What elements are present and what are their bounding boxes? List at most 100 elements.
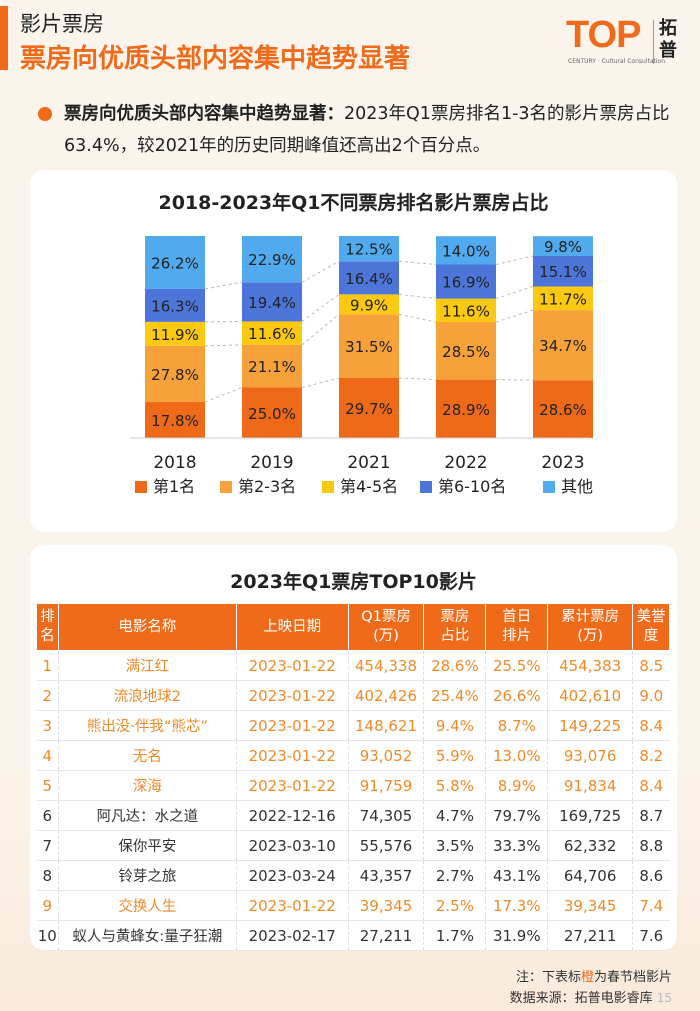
cell-share: 1.7% bbox=[423, 920, 486, 951]
connector-line bbox=[495, 286, 534, 300]
connector-line bbox=[301, 377, 340, 388]
connector-line bbox=[398, 377, 437, 381]
cell-date: 2023-01-22 bbox=[235, 890, 349, 921]
cell-date: 2022-12-16 bbox=[235, 800, 349, 831]
cell-name: 满江红 bbox=[57, 650, 237, 681]
cell-rank: 6 bbox=[36, 800, 59, 831]
cell-first-day: 79.7% bbox=[485, 800, 548, 831]
cell-q1: 454,338 bbox=[347, 650, 424, 681]
cell-name: 蚁人与黄蜂女:量子狂潮 bbox=[57, 920, 237, 951]
cell-share: 2.5% bbox=[423, 890, 486, 921]
cell-first-day: 13.0% bbox=[485, 740, 548, 771]
cell-date: 2023-01-22 bbox=[235, 680, 349, 711]
table-row: 1 满江红 2023-01-22 454,338 28.6% 25.5% 454,383 8.… bbox=[36, 650, 670, 681]
data-label-2021-2: 31.5% bbox=[345, 338, 393, 356]
bar-segment-2018-5 bbox=[145, 236, 205, 289]
header-text: (万) bbox=[577, 628, 604, 644]
bar-segment-2018-4 bbox=[145, 288, 205, 322]
connector-line bbox=[301, 293, 340, 322]
cell-rating: 8.7 bbox=[632, 800, 670, 831]
connector-line bbox=[301, 313, 340, 346]
bar-segment-2023-2 bbox=[533, 310, 593, 381]
key-finding-body: 2023年Q1票房排名1-3名的影片票房占比63.4%，较2021年的历史同期峰… bbox=[64, 104, 670, 156]
cell-total: 27,211 bbox=[547, 920, 633, 951]
table-row: 3 熊出没·伴我“熊芯” 2023-01-22 148,621 9.4% 8.7% 149,… bbox=[36, 710, 670, 741]
bar-segment-2022-4 bbox=[436, 264, 496, 299]
footnote-source: 数据来源：拓普电影睿库 15 bbox=[510, 988, 672, 1009]
x-tick-2021: 2021 bbox=[347, 453, 390, 473]
cell-first-day: 33.3% bbox=[485, 830, 548, 861]
bar-segment-2023-5 bbox=[533, 236, 593, 256]
cell-q1: 148,621 bbox=[347, 710, 424, 741]
cell-rating: 8.8 bbox=[632, 830, 670, 861]
cell-total: 93,076 bbox=[547, 740, 633, 771]
cell-total: 402,610 bbox=[547, 680, 633, 711]
bar-segment-2019-4 bbox=[242, 282, 302, 322]
cell-first-day: 8.9% bbox=[485, 770, 548, 801]
table-row: 7 保你平安 2023-03-10 55,576 3.5% 33.3% 62,332 8.8 bbox=[36, 830, 670, 861]
data-label-2018-1: 17.8% bbox=[151, 412, 199, 430]
data-label-2018-4: 16.3% bbox=[151, 297, 199, 315]
table-row: 9 交换人生 2023-01-22 39,345 2.5% 17.3% 39,345 7.4 bbox=[36, 890, 670, 921]
header-text: Q1票房 bbox=[361, 609, 411, 625]
logo-subtitle: CENTURY · Cultural Consultation bbox=[568, 58, 666, 65]
cell-date: 2023-01-22 bbox=[235, 740, 349, 771]
header-text: 排片 bbox=[502, 628, 532, 644]
header-text: 上映日期 bbox=[263, 618, 322, 635]
table-title: 2023年Q1票房TOP10影片 bbox=[230, 571, 477, 593]
page-number: 15 bbox=[656, 991, 672, 1005]
bar-segment-2018-2 bbox=[145, 345, 205, 403]
table-header-cell: 美誉度 bbox=[632, 603, 670, 651]
cell-q1: 55,576 bbox=[347, 830, 424, 861]
data-label-2022-3: 11.6% bbox=[442, 302, 490, 320]
table-header-cell: 累计票房 (万) bbox=[547, 603, 634, 651]
header-text: 票房 bbox=[440, 609, 470, 625]
legend-swatch-5 bbox=[543, 481, 555, 493]
cell-rank: 1 bbox=[36, 650, 59, 681]
table-body: 1 满江红 2023-01-22 454,338 28.6% 25.5% 454,383 8.… bbox=[36, 650, 670, 951]
cell-share: 2.7% bbox=[423, 860, 486, 891]
header-text: 名 bbox=[40, 628, 55, 644]
data-label-2021-3: 9.9% bbox=[350, 296, 388, 314]
connector-line bbox=[398, 293, 437, 300]
key-finding: 票房向优质头部内容集中趋势显著：2023年Q1票房排名1-3名的影片票房占比63… bbox=[34, 98, 674, 162]
connector-line bbox=[204, 344, 243, 347]
cell-rating: 8.2 bbox=[632, 740, 670, 771]
data-label-2018-5: 26.2% bbox=[151, 254, 199, 272]
cell-total: 62,332 bbox=[547, 830, 633, 861]
page-title: 票房向优质头部内容集中趋势显著 bbox=[20, 44, 411, 74]
cell-rank: 5 bbox=[36, 770, 59, 801]
data-label-2023-5: 9.8% bbox=[544, 238, 582, 256]
connector-line bbox=[495, 255, 534, 265]
cell-name: 保你平安 bbox=[57, 830, 237, 861]
cell-date: 2023-01-22 bbox=[235, 710, 349, 741]
table-header-cell: 票房 占比 bbox=[423, 603, 487, 651]
bar-segment-2022-1 bbox=[436, 379, 496, 438]
cell-share: 4.7% bbox=[423, 800, 486, 831]
legend-swatch-3 bbox=[322, 481, 334, 493]
bar-segment-2019-5 bbox=[242, 236, 302, 283]
header-text: 美誉 bbox=[636, 609, 666, 625]
chart-card: 2018-2023年Q1不同票房排名影片票房占比 17.8% 27.8% 11.9%… bbox=[30, 170, 677, 532]
connector-line bbox=[495, 309, 534, 323]
cell-rank: 3 bbox=[36, 710, 59, 741]
cell-rank: 8 bbox=[36, 860, 59, 891]
cell-name: 铃芽之旅 bbox=[57, 860, 237, 891]
header-text: 度 bbox=[643, 628, 659, 644]
cell-q1: 39,345 bbox=[347, 890, 424, 921]
cell-rank: 7 bbox=[36, 830, 59, 861]
cell-share: 5.8% bbox=[423, 770, 486, 801]
source-text: 数据来源：拓普电影睿库 bbox=[509, 991, 653, 1006]
header-text: 首日 bbox=[502, 609, 532, 625]
logo-word: TOP bbox=[566, 14, 641, 56]
cell-date: 2023-01-22 bbox=[235, 770, 349, 801]
data-label-2018-3: 11.9% bbox=[151, 326, 199, 344]
connector-line bbox=[398, 313, 437, 323]
brand-logo: TOP CENTURY · Cultural Consultation 拓普 bbox=[566, 14, 696, 74]
table-row: 6 阿凡达：水之道 2022-12-16 74,305 4.7% 79.7% 169,725… bbox=[36, 800, 670, 831]
connector-line bbox=[204, 281, 243, 290]
legend-swatch-1 bbox=[135, 481, 147, 493]
footnote: 注：下表标橙为春节档影片 数据来源：拓普电影睿库 15 bbox=[510, 968, 672, 1009]
chart-title: 2018-2023年Q1不同票房排名影片票房占比 bbox=[158, 192, 549, 214]
cell-name: 阿凡达：水之道 bbox=[57, 800, 237, 831]
